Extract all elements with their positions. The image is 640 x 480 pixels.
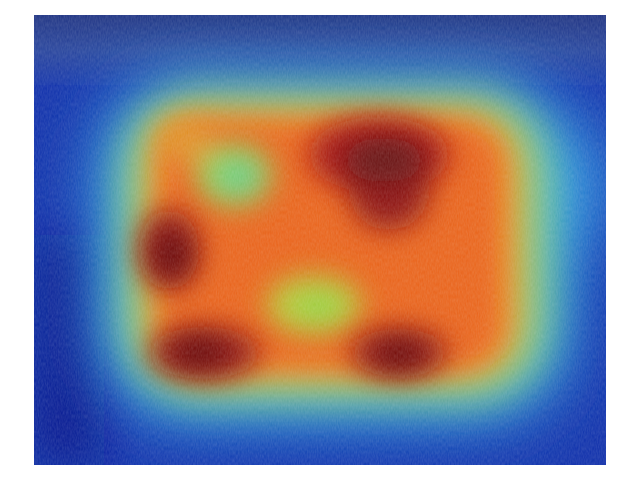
heatmap-image	[34, 15, 606, 465]
speckle-texture	[34, 15, 606, 465]
heatmap-svg	[34, 15, 606, 465]
